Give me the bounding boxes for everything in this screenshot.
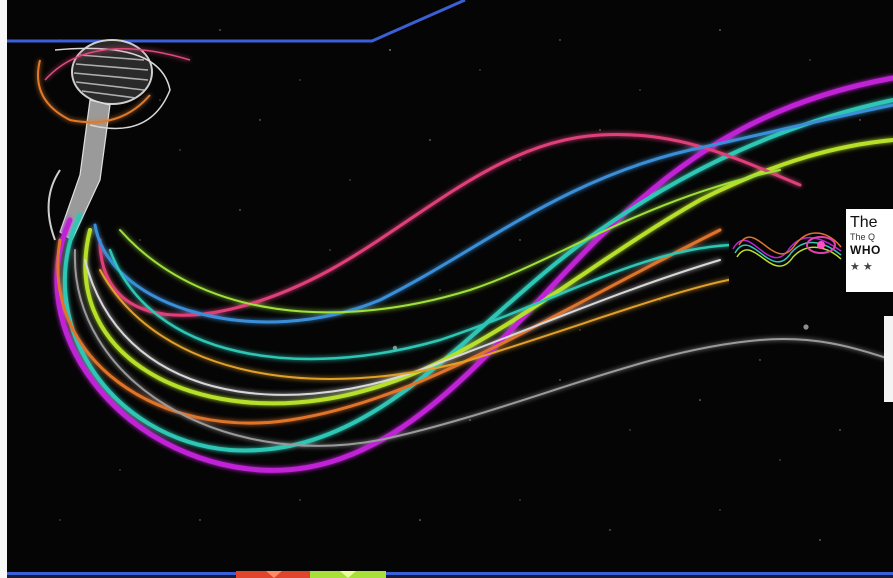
rating-stars: ★ ★ bbox=[850, 261, 873, 273]
microphone-icon bbox=[37, 39, 191, 241]
neon-light-streams bbox=[54, 75, 893, 473]
card-info: The The Q WHO ★ ★ bbox=[846, 209, 893, 292]
card-subtitle: The Q bbox=[850, 232, 876, 242]
featured-video-card[interactable]: The The Q WHO ★ ★ bbox=[729, 209, 893, 292]
left-edge-strip bbox=[0, 0, 7, 578]
card-heading: WHO bbox=[850, 243, 881, 257]
footer-bar bbox=[7, 572, 893, 575]
light-swirl-thumbnail-icon bbox=[732, 232, 842, 267]
header-accent-line bbox=[7, 0, 466, 43]
card-thumbnail[interactable] bbox=[729, 209, 846, 292]
secondary-card[interactable] bbox=[884, 316, 893, 402]
card-title[interactable]: The bbox=[850, 214, 878, 231]
starfield bbox=[59, 29, 861, 541]
